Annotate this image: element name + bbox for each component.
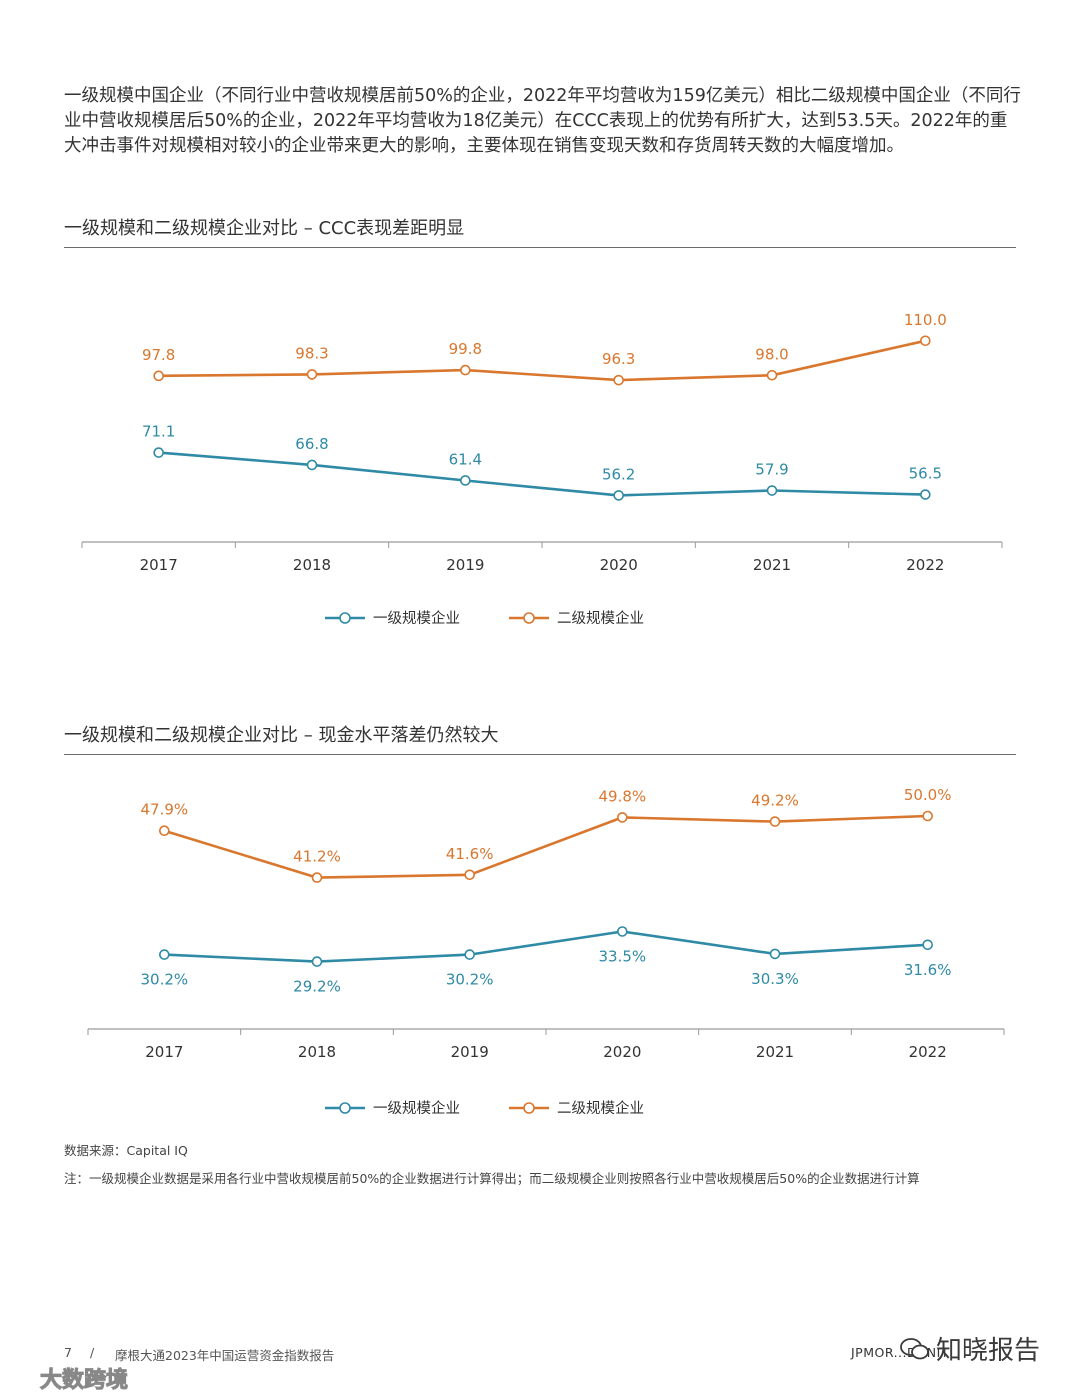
data-label: 31.6% — [904, 961, 952, 979]
data-label: 110.0 — [904, 311, 947, 329]
data-label: 49.8% — [599, 787, 647, 805]
legend-label: 二级规模企业 — [557, 609, 644, 627]
data-point — [311, 956, 323, 967]
data-point — [613, 490, 624, 501]
x-tick-label: 2020 — [603, 1043, 641, 1061]
legend-label: 一级规模企业 — [373, 609, 460, 627]
data-label: 41.6% — [446, 845, 494, 863]
data-label: 96.3 — [602, 350, 635, 368]
watermark-right-text: 知晓报告 — [936, 1336, 1041, 1366]
data-label: 30.2% — [141, 971, 189, 989]
data-label: 29.2% — [293, 978, 341, 996]
data-label: 98.0 — [755, 345, 788, 363]
data-source: 数据来源：Capital IQ — [64, 1143, 188, 1158]
series-line-2 — [163, 814, 928, 879]
x-tick-label: 2018 — [298, 1043, 336, 1061]
watermark-left: 大数跨境 — [6, 1362, 129, 1394]
data-label: 98.3 — [295, 344, 328, 362]
data-point — [766, 485, 778, 496]
chart1-svg: 2017 2018 2019 2020 2021 2022 71.1 66.8 61.4 56.2… — [81, 311, 1003, 627]
data-label: 33.5% — [599, 948, 647, 966]
data-label: 56.5 — [909, 465, 942, 483]
chart1-title: 一级规模和二级规模企业对比 – CCC表现差距明显 — [64, 214, 1016, 248]
data-label: 30.3% — [751, 970, 799, 988]
data-label: 50.0% — [904, 786, 952, 804]
data-point — [922, 810, 933, 822]
data-label: 56.2 — [602, 465, 635, 483]
data-label: 97.8 — [142, 346, 175, 364]
data-point — [769, 816, 781, 827]
x-tick-label: 2017 — [140, 556, 178, 574]
footer-separator: / — [90, 1345, 95, 1360]
data-point — [617, 926, 628, 937]
chart2-title: 一级规模和二级规模企业对比 – 现金水平落差仍然较大 — [64, 721, 1016, 755]
data-point — [617, 812, 628, 823]
data-point — [306, 369, 318, 380]
data-label: 99.8 — [449, 340, 482, 358]
legend-swatch-marker — [523, 1102, 535, 1114]
data-point — [159, 949, 170, 960]
x-tick-label: 2017 — [145, 1043, 183, 1061]
logo-icon — [7, 1370, 34, 1386]
data-point — [306, 459, 318, 471]
wechat-icon — [900, 1337, 929, 1359]
data-point — [769, 948, 781, 960]
x-tick-label: 2022 — [906, 556, 944, 574]
series-line-1 — [164, 930, 928, 963]
x-tick-label: 2022 — [909, 1043, 947, 1061]
legend-swatch-marker — [339, 1102, 351, 1114]
page-number: 7 — [64, 1345, 72, 1360]
x-tick-label: 2021 — [753, 556, 791, 574]
data-label: 49.2% — [751, 792, 799, 810]
data-label: 66.8 — [295, 435, 328, 453]
series-line-1 — [158, 451, 926, 497]
x-tick-label: 2018 — [293, 556, 331, 574]
chart2-container: 2017 2018 2019 2020 2021 2022 30.2% 29.2% 30.2% 3… — [0, 755, 1080, 1135]
watermark-right: 知晓报告 — [900, 1330, 1040, 1367]
legend-label: 一级规模企业 — [373, 1099, 460, 1117]
x-tick-label: 2020 — [600, 556, 638, 574]
data-point — [153, 447, 164, 458]
legend-swatch-marker — [339, 612, 351, 624]
data-label: 41.2% — [293, 848, 341, 866]
data-point — [159, 825, 170, 836]
x-tick-label: 2019 — [446, 556, 484, 574]
data-point — [922, 939, 933, 951]
data-point — [613, 374, 624, 386]
chart2-svg: 2017 2018 2019 2020 2021 2022 30.2% 29.2% 30.2% 3… — [87, 786, 1005, 1117]
data-point — [464, 949, 475, 960]
data-label: 47.9% — [141, 801, 189, 819]
data-label: 30.2% — [446, 971, 494, 989]
intro-paragraph: 一级规模中国企业（不同行业中营收规模居前50%的企业，2022年平均营收为159… — [64, 86, 1021, 156]
data-point — [153, 370, 164, 382]
data-label: 61.4 — [449, 450, 482, 468]
data-label: 57.9 — [755, 461, 788, 479]
series-line-2 — [158, 339, 926, 382]
data-point — [766, 369, 778, 381]
watermark-left-text: 大数跨境 — [39, 1368, 129, 1394]
data-point — [460, 364, 471, 376]
data-point — [311, 872, 323, 883]
legend-swatch-marker — [523, 612, 535, 624]
data-point — [464, 869, 475, 881]
data-label: 71.1 — [142, 423, 175, 441]
data-point — [460, 475, 471, 486]
footer-report-title: 摩根大通2023年中国运营资金指数报告 — [115, 1348, 335, 1363]
chart1-container: 2017 2018 2019 2020 2021 2022 71.1 66.8 61.4 56.2… — [0, 248, 1080, 648]
x-tick-label: 2021 — [756, 1043, 794, 1061]
data-point — [920, 335, 931, 347]
footnote: 注：一级规模企业数据是采用各行业中营收规模居前50%的企业数据进行计算得出；而二… — [64, 1171, 920, 1186]
x-tick-label: 2019 — [451, 1043, 489, 1061]
legend-label: 二级规模企业 — [557, 1099, 644, 1117]
data-point — [920, 489, 931, 500]
